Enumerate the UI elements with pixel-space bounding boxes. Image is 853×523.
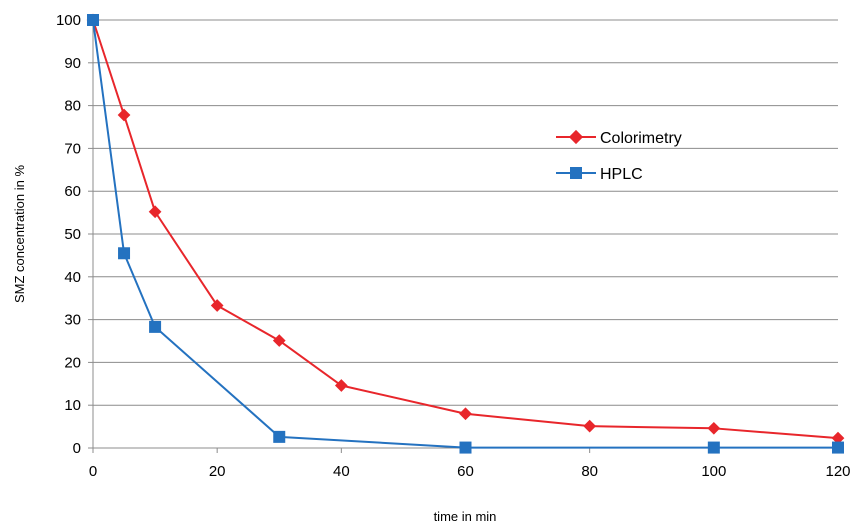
x-tick-label: 0 xyxy=(89,463,97,480)
series-colorimetry xyxy=(86,13,845,445)
x-tick-label: 60 xyxy=(457,463,474,480)
data-point-colorimetry xyxy=(707,421,721,435)
legend: Colorimetry HPLC xyxy=(556,129,682,183)
y-tick-label: 100 xyxy=(56,12,81,29)
data-point-hplc xyxy=(87,14,99,26)
y-tick-label: 20 xyxy=(64,354,81,371)
y-axis-title: SMZ concentration in % xyxy=(12,165,27,303)
data-point-hplc xyxy=(118,247,131,260)
x-tick-label: 40 xyxy=(333,463,350,480)
series-line-colorimetry xyxy=(92,19,839,440)
y-tick-label: 70 xyxy=(64,140,81,157)
x-tick-label: 20 xyxy=(209,463,226,480)
y-tick-label: 90 xyxy=(64,55,81,72)
tick-labels: 0 10 20 30 40 50 60 70 80 90 100 0 20 40 60 80 100 120 xyxy=(56,12,851,480)
y-tick-label: 60 xyxy=(64,183,81,200)
legend-item-colorimetry: Colorimetry xyxy=(556,129,682,147)
legend-marker-hplc xyxy=(570,167,582,179)
y-tick-label: 40 xyxy=(64,269,81,286)
y-tick-label: 80 xyxy=(64,98,81,115)
data-point-hplc xyxy=(149,320,162,333)
x-axis-title: time in min xyxy=(434,509,497,523)
x-tick-label: 80 xyxy=(581,463,598,480)
legend-item-hplc: HPLC xyxy=(556,166,643,183)
gridlines xyxy=(93,19,838,406)
legend-marker-colorimetry xyxy=(568,129,584,145)
y-tick-label: 0 xyxy=(73,440,81,457)
data-point-colorimetry xyxy=(117,108,131,122)
data-point-colorimetry xyxy=(459,407,472,421)
axes xyxy=(88,19,839,453)
y-tick-label: 50 xyxy=(64,226,81,243)
data-point-colorimetry xyxy=(334,379,348,392)
y-tick-label: 30 xyxy=(64,312,81,329)
data-point-hplc xyxy=(832,441,844,454)
legend-label-hplc: HPLC xyxy=(600,166,643,183)
data-point-colorimetry xyxy=(583,419,597,433)
data-point-colorimetry xyxy=(210,299,224,312)
data-point-colorimetry xyxy=(272,334,286,347)
data-point-hplc xyxy=(273,430,286,443)
x-tick-label: 100 xyxy=(701,463,726,480)
data-point-hplc xyxy=(707,441,720,454)
series-hplc xyxy=(87,14,844,454)
y-tick-label: 10 xyxy=(64,397,81,414)
x-tick-label: 120 xyxy=(825,463,850,480)
legend-label-colorimetry: Colorimetry xyxy=(600,130,682,147)
data-point-colorimetry xyxy=(148,205,162,219)
data-point-hplc xyxy=(459,441,472,454)
